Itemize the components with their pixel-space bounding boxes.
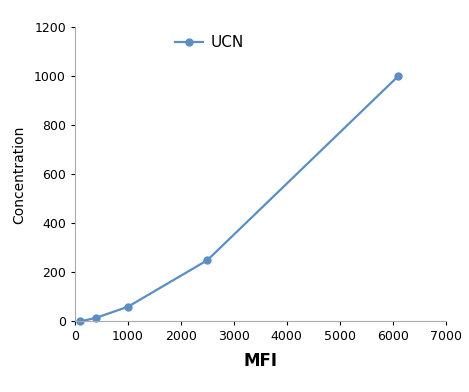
UCN <box>204 258 210 263</box>
Line: UCN: UCN <box>77 73 401 325</box>
Y-axis label: Concentration: Concentration <box>12 125 26 223</box>
UCN <box>125 304 131 309</box>
UCN <box>395 74 401 79</box>
Legend: UCN: UCN <box>175 35 244 50</box>
X-axis label: MFI: MFI <box>243 352 277 370</box>
UCN <box>77 319 83 324</box>
UCN <box>93 316 99 320</box>
